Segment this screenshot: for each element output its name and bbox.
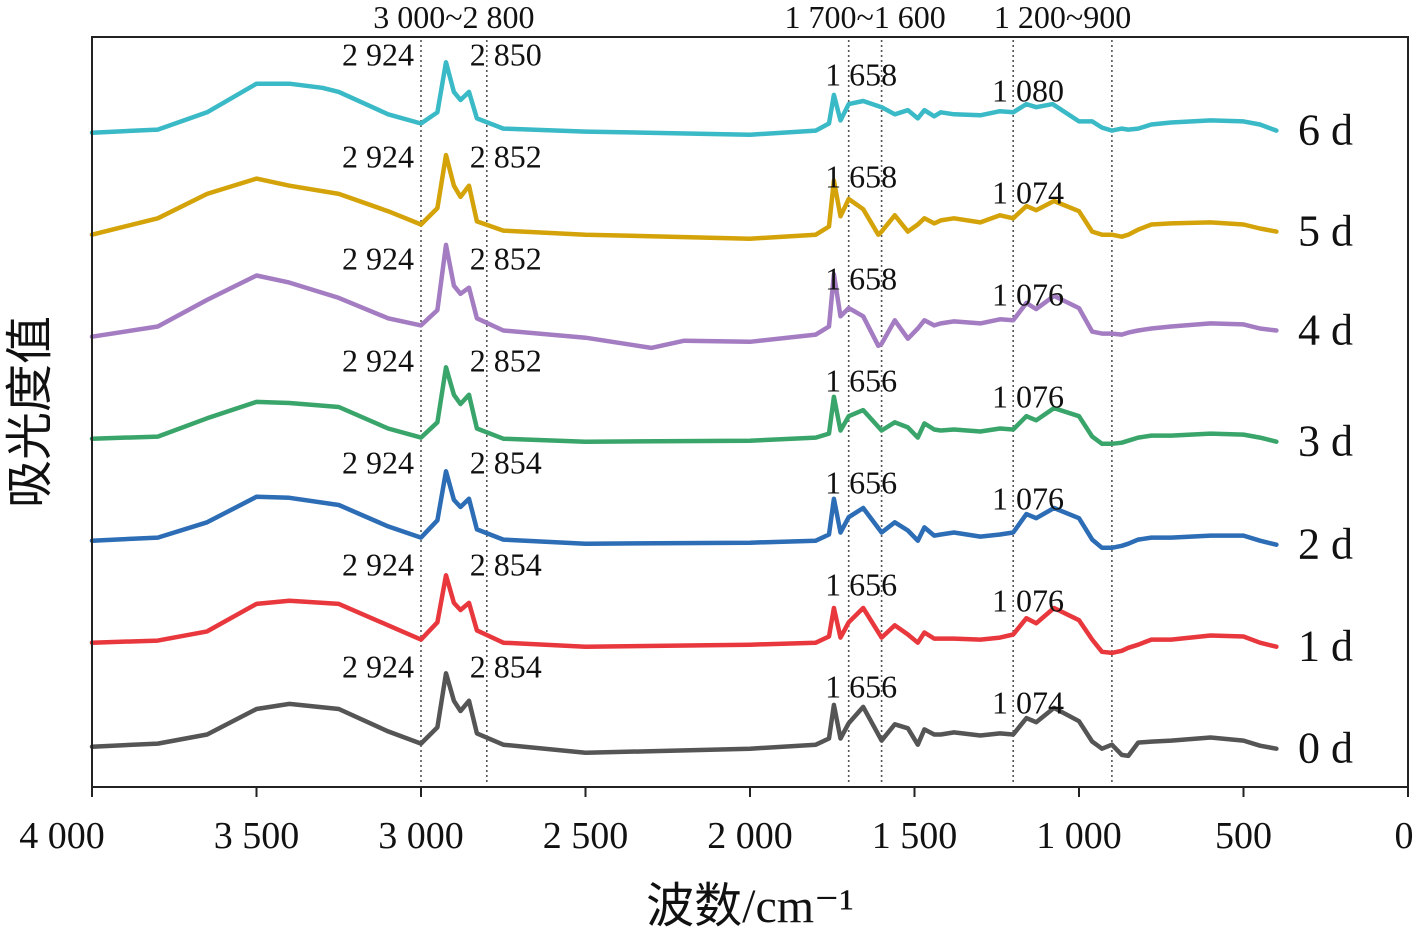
peak-label: 2 850 [470,36,542,72]
peak-label: 2 924 [342,36,414,72]
series-line [89,152,1279,241]
x-tick-label: 500 [1215,815,1272,857]
peak-label: 1 080 [992,72,1064,108]
peak-label: 1 074 [992,684,1064,720]
x-tick-label: 1 000 [1036,815,1122,857]
peak-label: 1 076 [992,582,1064,618]
peak-label: 2 924 [342,342,414,378]
peak-label: 2 924 [342,138,414,174]
peak-label: 2 924 [342,648,414,684]
peak-label: 2 854 [470,444,542,480]
peak-labels: 2 924 2 854 1 656 1 074 2 924 2 854 1 656 1 076… [342,36,1064,720]
series-line [89,469,1279,551]
peak-label: 2 924 [342,444,414,480]
x-tick-label: 3 000 [378,815,464,857]
x-tick-label: 2 500 [543,815,629,857]
series-label: 4 d [1298,306,1353,355]
x-tick-label: 2 000 [707,815,793,857]
series-label: 1 d [1298,622,1353,671]
series-label: 6 d [1298,106,1353,155]
peak-label: 2 924 [342,546,414,582]
peak-label: 1 658 [825,158,897,194]
x-tick-label: 1 500 [872,815,958,857]
series-line [89,60,1279,137]
range-label: 1 700~1 600 [784,0,945,35]
peak-label: 2 854 [470,546,542,582]
peak-label: 1 074 [992,174,1064,210]
peak-label: 1 658 [825,56,897,92]
peak-label: 1 656 [825,464,897,500]
range-label: 3 000~2 800 [373,0,534,35]
range-label: 1 200~900 [994,0,1131,35]
peak-label: 1 656 [825,566,897,602]
series-label: 2 d [1298,520,1353,569]
x-axis: 4 000 3 500 3 000 2 500 2 000 1 500 1 000 500 0 [19,787,1414,857]
series-label: 0 d [1298,724,1353,773]
series-group [89,60,1279,759]
peak-label: 1 656 [825,668,897,704]
plot-frame [91,36,1409,788]
peak-label: 1 658 [825,260,897,296]
peak-label: 1 076 [992,276,1064,312]
series-labels: 0 d 1 d 2 d 3 d 4 d 5 d 6 d [1298,106,1353,773]
x-tick-label: 4 000 [19,815,105,857]
series-line [89,671,1279,759]
peak-label: 2 852 [470,138,542,174]
peak-label: 1 076 [992,378,1064,414]
peak-label: 2 852 [470,342,542,378]
peak-label: 2 924 [342,240,414,276]
x-tick-label: 3 500 [214,815,300,857]
peak-label: 2 852 [470,240,542,276]
series-label: 3 d [1298,417,1353,466]
series-label: 5 d [1298,207,1353,256]
series-line [89,242,1279,351]
reference-lines [420,40,1113,784]
x-axis-title: 波数/cm⁻¹ [646,880,854,933]
peak-label: 2 854 [470,648,542,684]
peak-label: 1 656 [825,362,897,398]
y-axis-title: 吸光度值 [4,316,57,508]
peak-label: 1 076 [992,480,1064,516]
series-line [89,365,1279,447]
series-line [89,573,1279,656]
x-tick-label: 0 [1395,815,1414,857]
range-labels: 3 000~2 800 1 700~1 600 1 200~900 [373,0,1131,35]
